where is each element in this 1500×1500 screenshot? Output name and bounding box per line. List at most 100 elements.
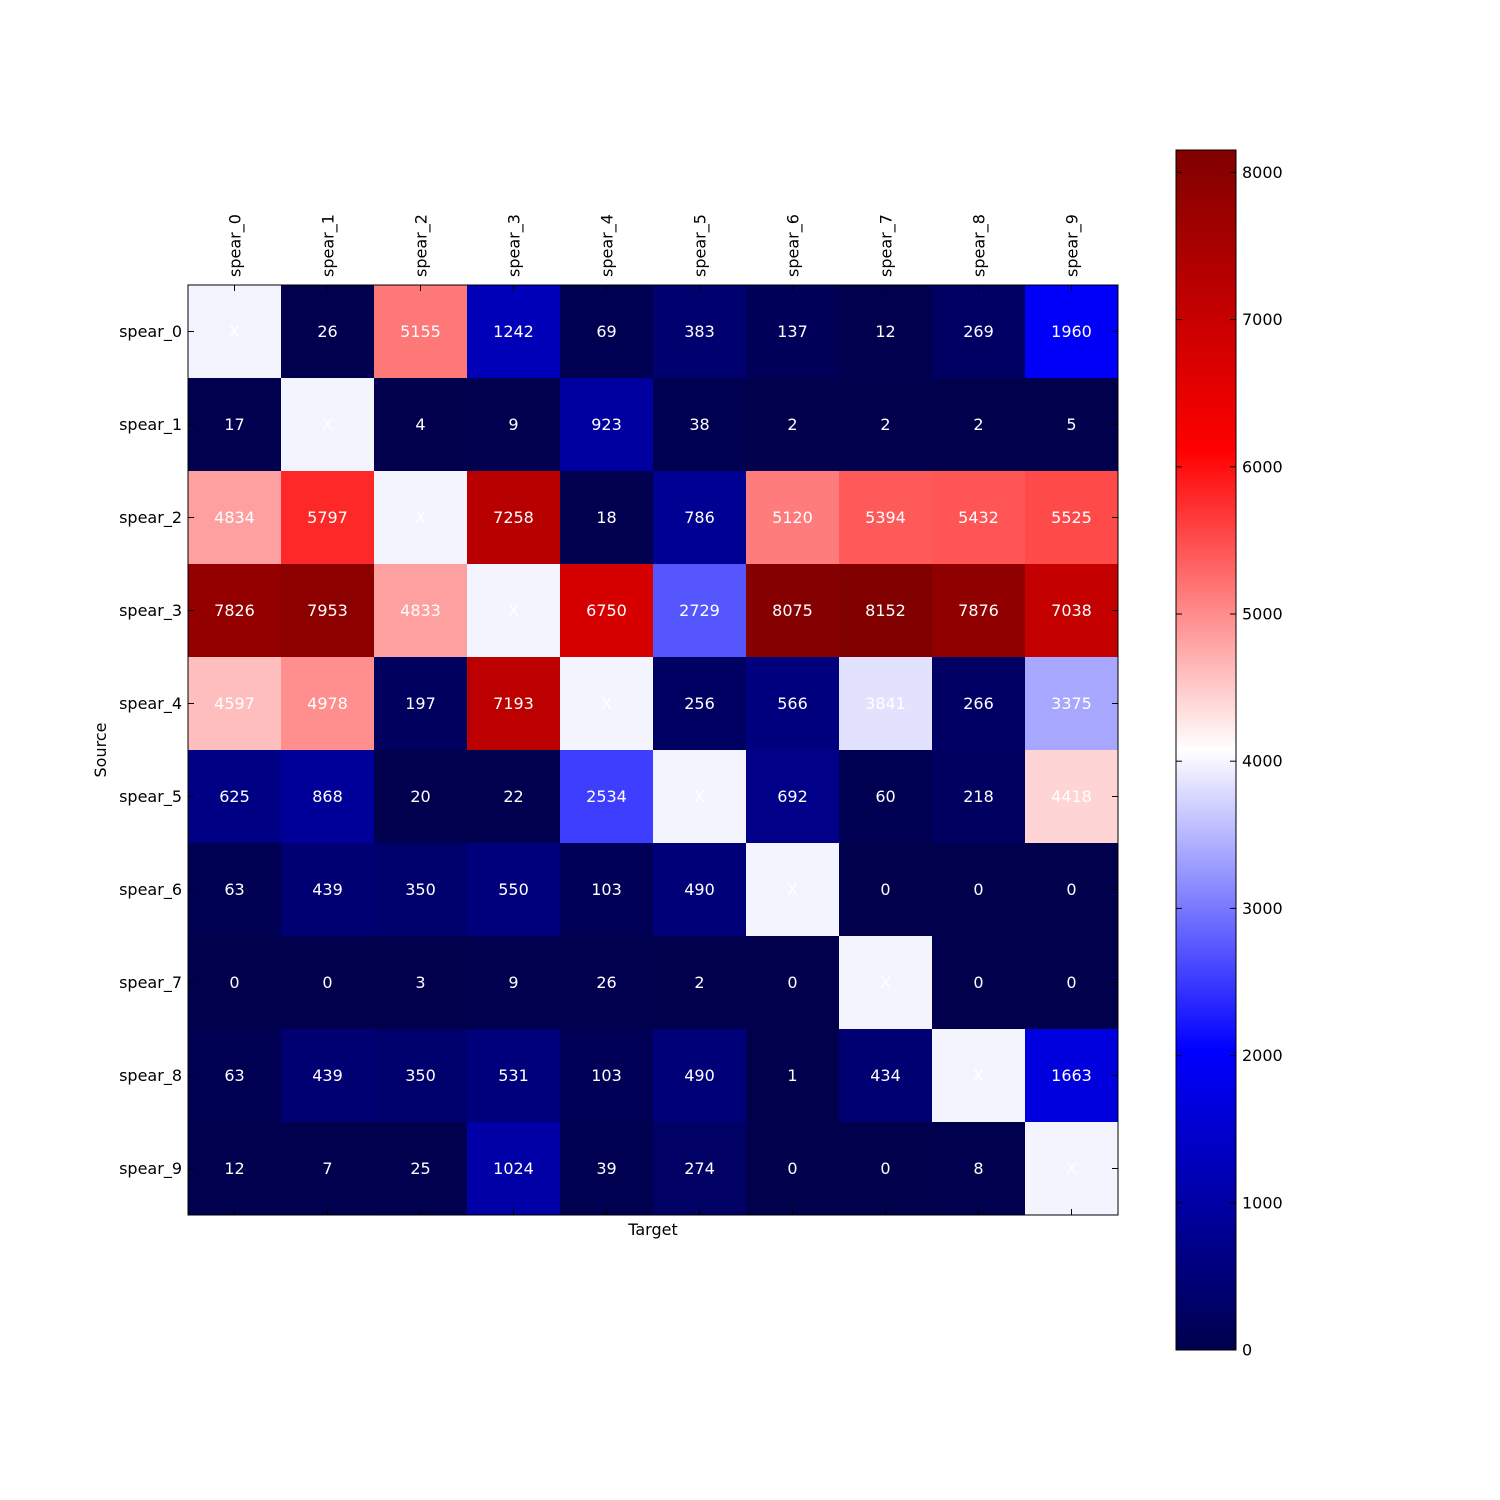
heatmap-cell (560, 471, 654, 565)
heatmap-cell (839, 1029, 933, 1123)
heatmap-cell-label: 26 (317, 322, 337, 341)
heatmap-cell (746, 378, 840, 472)
heatmap-cell (281, 285, 375, 379)
heatmap-cell (746, 1029, 840, 1123)
heatmap-cell (560, 285, 654, 379)
heatmap-cell (467, 1029, 561, 1123)
heatmap-cell-label: 17 (224, 415, 244, 434)
heatmap-cell-label: X (508, 601, 519, 620)
heatmap-cell (839, 471, 933, 565)
heatmap-cell (932, 564, 1026, 658)
heatmap-cell (746, 564, 840, 658)
y-axis-ticks: spear_0 spear_1 spear_2 spear_3 spear_4spear… (119, 322, 1118, 1179)
heatmap-cell-label: 5797 (307, 508, 348, 527)
heatmap-cell-label: 5394 (865, 508, 906, 527)
heatmap-cell-label: 25 (410, 1159, 430, 1178)
heatmap-cell (467, 936, 561, 1030)
heatmap-cell (188, 657, 282, 751)
heatmap-cell (653, 1029, 747, 1123)
heatmap-cell-label: 9 (508, 415, 518, 434)
heatmap-cell (932, 843, 1026, 937)
x-tick-label: spear_2 (412, 214, 432, 277)
heatmap-cell-label: 0 (973, 880, 983, 899)
heatmap-cell-label: 0 (229, 973, 239, 992)
heatmap-cell (839, 657, 933, 751)
heatmap-cell (188, 750, 282, 844)
heatmap-cell (560, 378, 654, 472)
heatmap-cell-label: X (1066, 1159, 1077, 1178)
heatmap-cell (560, 564, 654, 658)
heatmap-cell (188, 471, 282, 565)
heatmap-cell-label: 12 (875, 322, 895, 341)
colorbar-tick-label: 5000 (1242, 604, 1283, 623)
colorbar-tick-label: 3000 (1242, 899, 1283, 918)
heatmap-cell-label: 1663 (1051, 1066, 1092, 1085)
heatmap-cell (467, 471, 561, 565)
heatmap-cell-label: 22 (503, 787, 523, 806)
heatmap-cell (1025, 657, 1119, 751)
heatmap-cell-label: 3375 (1051, 694, 1092, 713)
heatmap-cell (932, 378, 1026, 472)
heatmap-cell (932, 936, 1026, 1030)
heatmap-cell-label: 2 (973, 415, 983, 434)
heatmap-cell (653, 378, 747, 472)
heatmap-cell-label: 490 (684, 1066, 715, 1085)
heatmap-cell (374, 1029, 468, 1123)
heatmap-cell-label: 6750 (586, 601, 627, 620)
heatmap-cell-label: X (787, 880, 798, 899)
x-axis-ticks: spear_0 spear_1 spear_2 spear_3 spear_4 spear… (226, 214, 1083, 1215)
heatmap-cell-label: 7 (322, 1159, 332, 1178)
heatmap-cell (188, 1029, 282, 1123)
x-tick-label: spear_4 (598, 214, 618, 277)
heatmap-cell-label: 4978 (307, 694, 348, 713)
heatmap-cell (560, 936, 654, 1030)
heatmap-cell (281, 936, 375, 1030)
colorbar-tick-label: 7000 (1242, 310, 1283, 329)
heatmap-cell (374, 936, 468, 1030)
heatmap-cell-label: 5155 (400, 322, 441, 341)
heatmap-cell (374, 1122, 468, 1216)
heatmap-cell-label: 2 (694, 973, 704, 992)
x-tick-label: spear_3 (505, 214, 525, 277)
heatmap-cell-label: 1 (787, 1066, 797, 1085)
heatmap-cell (374, 750, 468, 844)
heatmap-cell-label: 63 (224, 880, 244, 899)
heatmap-cell-label: 7876 (958, 601, 999, 620)
heatmap-cell (374, 657, 468, 751)
y-tick-label: spear_9 (119, 1159, 182, 1179)
heatmap-cell (1025, 378, 1119, 472)
heatmap-cell-label: 2534 (586, 787, 627, 806)
heatmap-cell (560, 1029, 654, 1123)
heatmap-cell (467, 1122, 561, 1216)
heatmap-cell-label: 266 (963, 694, 994, 713)
heatmap-cell-label: 7953 (307, 601, 348, 620)
heatmap-cell-label: 0 (880, 1159, 890, 1178)
heatmap-cell (839, 378, 933, 472)
heatmap-cell-label: 38 (689, 415, 709, 434)
colorbar-ticks: 0 1000 2000 3000 4000 5000 6000 7000 8000 (1176, 163, 1283, 1360)
heatmap-cell (653, 471, 747, 565)
heatmap-cell (188, 378, 282, 472)
heatmap-cell (374, 843, 468, 937)
heatmap-cell-label: 7258 (493, 508, 534, 527)
heatmap-cell-label: 197 (405, 694, 436, 713)
heatmap-cell (746, 750, 840, 844)
heatmap-cell (746, 471, 840, 565)
heatmap-cell-label: 490 (684, 880, 715, 899)
heatmap-cell-label: 350 (405, 1066, 436, 1085)
heatmap-cells (188, 285, 1119, 1216)
heatmap-cell (560, 750, 654, 844)
heatmap-cell (560, 1122, 654, 1216)
heatmap-cell (281, 564, 375, 658)
heatmap-cell (653, 1122, 747, 1216)
heatmap-cell-label: 625 (219, 787, 250, 806)
heatmap-cell (1025, 1122, 1119, 1216)
heatmap-cell (746, 657, 840, 751)
heatmap-cell (281, 1122, 375, 1216)
heatmap-cell (932, 1029, 1026, 1123)
heatmap-cell (374, 471, 468, 565)
heatmap-cell (188, 1122, 282, 1216)
heatmap-cell (467, 750, 561, 844)
heatmap-cell (467, 564, 561, 658)
heatmap-cell-label: 103 (591, 880, 622, 899)
